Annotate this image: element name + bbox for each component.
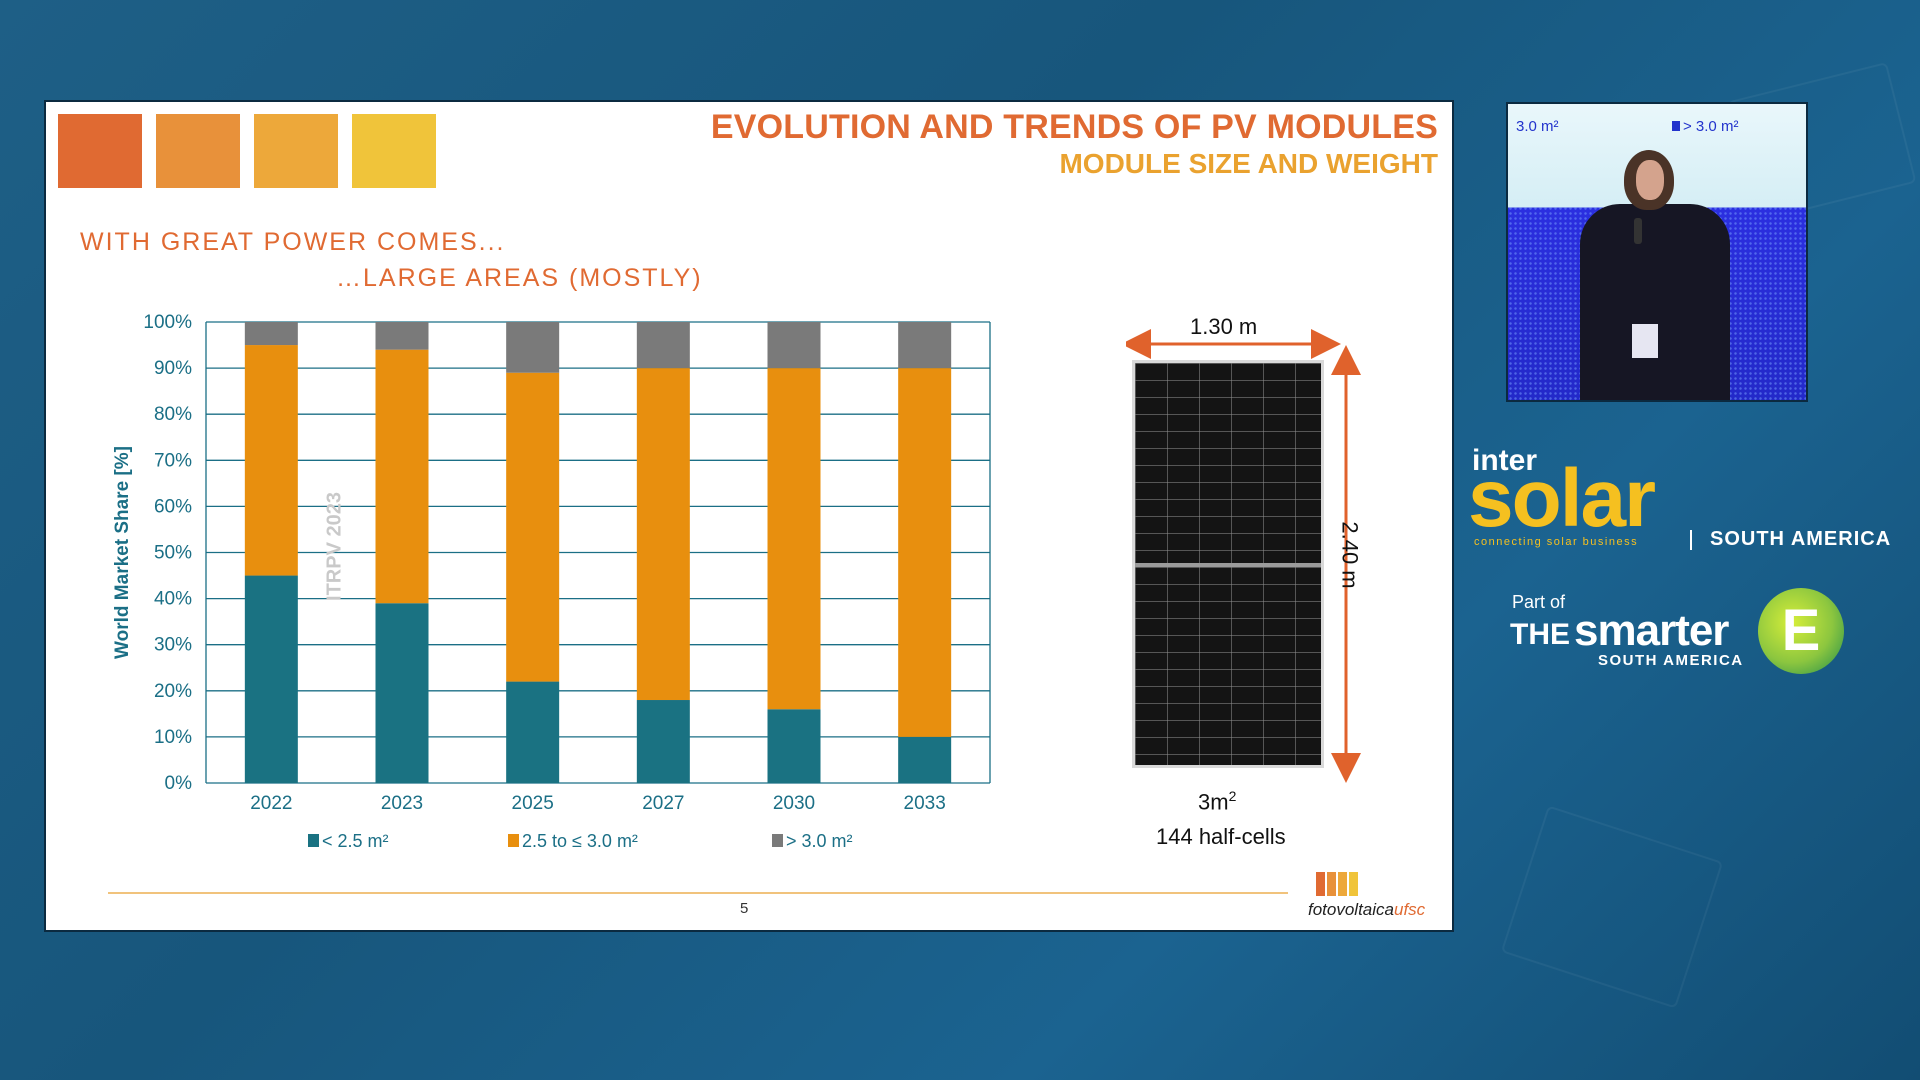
legend-label: 2.5 to ≤ 3.0 m² [522, 831, 638, 851]
legend-label: > 3.0 m² [786, 831, 853, 851]
brand-tagline: connecting solar business [1474, 536, 1639, 548]
bar-segment [767, 322, 821, 369]
panel-area-unit: 2 [1228, 788, 1237, 804]
legend-label: < 2.5 m² [322, 831, 389, 851]
y-tick-label: 40% [154, 589, 192, 610]
panel-junction-divider [1135, 563, 1321, 567]
bar-segment [636, 368, 690, 701]
ufsc-logo-mark [1316, 872, 1360, 896]
smarter-word: smarter [1574, 606, 1729, 655]
smarter-region: SOUTH AMERICA [1598, 652, 1744, 669]
y-tick-label: 20% [154, 681, 192, 702]
header-square [58, 114, 142, 188]
the-smarter-e-logo: Part of THE smarter SOUTH AMERICA E [1508, 588, 1848, 678]
video-legend-right: > 3.0 m² [1672, 118, 1738, 135]
y-tick-label: 0% [165, 773, 193, 794]
bar-segment [375, 603, 429, 783]
footer-divider [108, 892, 1288, 894]
bar-segment [898, 322, 952, 369]
logo-text-main: fotovoltaica [1308, 900, 1394, 919]
tagline-line-2: …LARGE AREAS (MOSTLY) [336, 264, 703, 292]
presentation-slide: EVOLUTION AND TRENDS OF PV MODULES MODUL… [44, 100, 1454, 932]
background-panel-shape [1500, 805, 1724, 1009]
panel-height-label: 2.40 m [1337, 521, 1363, 589]
bar-segment [767, 368, 821, 710]
bar-segment [898, 368, 952, 737]
slide-title: EVOLUTION AND TRENDS OF PV MODULES [710, 108, 1438, 146]
bar-segment [375, 349, 429, 604]
part-of-label: Part of [1512, 592, 1566, 612]
brand-separator [1690, 530, 1692, 550]
x-tick-label: 2025 [512, 793, 554, 814]
y-tick-label: 50% [154, 543, 192, 564]
header-square [352, 114, 436, 188]
header-square [156, 114, 240, 188]
panel-area-label: 3m2 [1198, 788, 1236, 815]
x-tick-label: 2022 [250, 793, 292, 814]
header-square [254, 114, 338, 188]
logo-text-accent: ufsc [1394, 900, 1426, 919]
y-tick-label: 100% [143, 312, 192, 333]
video-legend-left: 3.0 m² [1516, 118, 1559, 135]
y-tick-label: 90% [154, 358, 192, 379]
bar-segment [636, 700, 690, 783]
panel-dimension-arrows [1126, 329, 1361, 783]
panel-area-value: 3m [1198, 789, 1229, 815]
market-share-chart: 0% 10% 20% 30% 40% 50% 60% 70% 80% 90% 100% World M… [112, 312, 991, 851]
bar-segment [506, 681, 560, 783]
x-tick-label: 2033 [904, 793, 946, 814]
speaker-video-feed: 3.0 m² > 3.0 m² [1506, 102, 1808, 402]
chart-annotation: ITRPV 2023 [324, 492, 346, 601]
x-tick-label: 2030 [773, 793, 815, 814]
smarter-e-icon: E [1758, 588, 1844, 674]
y-axis-label: World Market Share [%] [112, 446, 133, 659]
speaker-figure [1580, 204, 1730, 400]
legend-swatch [772, 834, 783, 847]
bar-segment [375, 322, 429, 350]
page-number: 5 [740, 900, 749, 917]
brand-inter-word: inter [1472, 444, 1538, 477]
speaker-face [1636, 160, 1664, 200]
bar-segment [244, 575, 298, 783]
bar-segment [506, 322, 560, 373]
smarter-the-word: THE [1510, 618, 1570, 651]
speaker-badge [1632, 324, 1658, 358]
slide-subtitle: MODULE SIZE AND WEIGHT [1059, 148, 1438, 179]
bar-segment [244, 322, 298, 346]
ufsc-logo-text: fotovoltaicaufsc [1308, 900, 1425, 920]
bar-segment [767, 709, 821, 783]
y-tick-label: 80% [154, 404, 192, 425]
x-tick-label: 2023 [381, 793, 423, 814]
y-tick-label: 70% [154, 450, 192, 471]
brand-region: SOUTH AMERICA [1710, 528, 1892, 550]
panel-cells-label: 144 half-cells [1156, 824, 1286, 849]
solar-panel-image [1132, 360, 1324, 768]
bar-segment [506, 372, 560, 682]
x-tick-label: 2027 [642, 793, 684, 814]
bar-segment [244, 345, 298, 576]
y-tick-label: 60% [154, 496, 192, 517]
y-tick-label: 30% [154, 635, 192, 656]
legend-swatch [508, 834, 519, 847]
brand-solar-word: solar [1468, 453, 1656, 544]
bar-segment [898, 736, 952, 783]
y-tick-label: 10% [154, 727, 192, 748]
microphone [1634, 218, 1642, 244]
tagline-line-1: WITH GREAT POWER COMES... [80, 228, 506, 256]
intersolar-logo: solar inter connecting solar business SO… [1468, 444, 1892, 564]
bar-segment [636, 322, 690, 369]
legend-swatch [308, 834, 319, 847]
